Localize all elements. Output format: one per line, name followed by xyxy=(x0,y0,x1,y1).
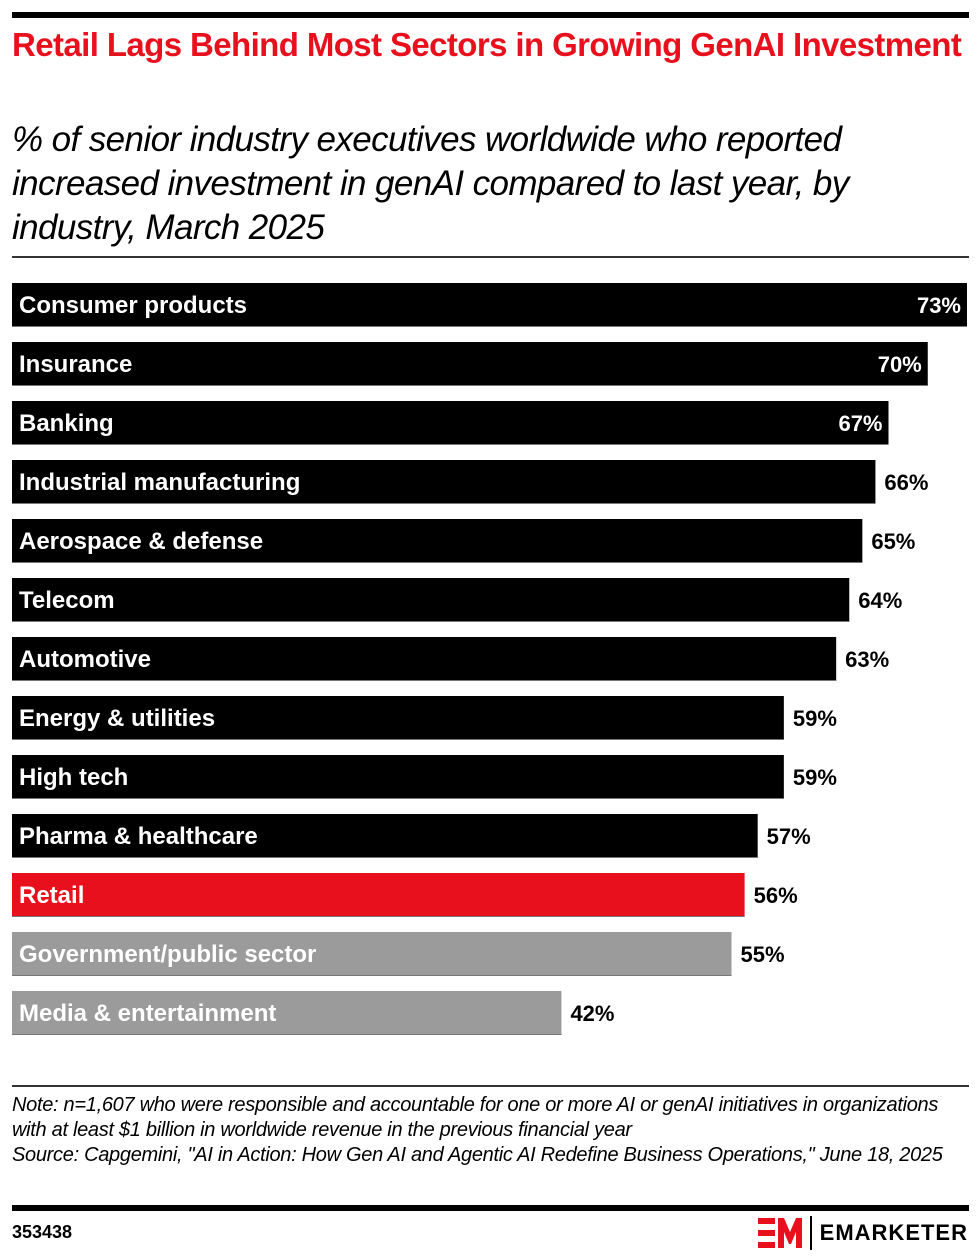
bar xyxy=(12,755,784,799)
bottom-rule xyxy=(12,1205,969,1211)
value-label: 56% xyxy=(754,883,798,908)
bar-edge xyxy=(12,562,863,563)
value-label: 59% xyxy=(793,765,837,790)
value-label: 57% xyxy=(767,824,811,849)
subtitle-rule xyxy=(12,256,969,258)
category-label: Pharma & healthcare xyxy=(19,823,258,850)
bar-edge xyxy=(12,1034,562,1035)
bar xyxy=(12,814,758,858)
bar xyxy=(12,637,837,681)
bar-chart: Consumer products 73% Insurance 70% Banking 6… xyxy=(12,283,967,1035)
top-rule xyxy=(12,12,969,18)
bar-edge xyxy=(12,444,889,445)
value-label: 59% xyxy=(793,706,837,731)
bar xyxy=(12,932,732,976)
category-label: Automotive xyxy=(19,646,151,673)
bar xyxy=(12,578,850,622)
chart-note: Note: n=1,607 who were responsible and a… xyxy=(12,1093,972,1168)
bar-group: Aerospace & defense 65% xyxy=(12,519,915,563)
bar-edge xyxy=(12,857,758,858)
value-label: 65% xyxy=(871,529,915,554)
bar-group: Energy & utilities 59% xyxy=(12,696,837,740)
bar-edge xyxy=(12,503,876,504)
bar-edge xyxy=(12,798,784,799)
category-label: Banking xyxy=(19,410,114,437)
value-label: 67% xyxy=(838,411,882,436)
bar xyxy=(12,401,889,445)
bar xyxy=(12,696,784,740)
bar-edge xyxy=(12,739,784,740)
source-text: Source: Capgemini, "AI in Action: How Ge… xyxy=(12,1144,943,1166)
bar-group: Telecom 64% xyxy=(12,578,902,622)
value-label: 70% xyxy=(878,352,922,377)
note-rule xyxy=(12,1085,969,1087)
bar-edge xyxy=(12,326,967,327)
em-logo-icon xyxy=(757,1218,802,1248)
category-label: Retail xyxy=(19,882,84,909)
value-label: 66% xyxy=(884,470,928,495)
bar xyxy=(12,283,967,327)
bar-group: High tech 59% xyxy=(12,755,837,799)
value-label: 42% xyxy=(570,1001,614,1026)
bar-group: Government/public sector 55% xyxy=(12,932,785,976)
bar xyxy=(12,460,876,504)
bar-group: Automotive 63% xyxy=(12,637,889,681)
bar xyxy=(12,342,928,386)
chart-subtitle: % of senior industry executives worldwid… xyxy=(12,120,849,247)
logo-separator xyxy=(809,1216,812,1250)
value-label: 63% xyxy=(845,647,889,672)
category-label: Government/public sector xyxy=(19,941,316,968)
category-label: Industrial manufacturing xyxy=(19,469,300,496)
category-label: Consumer products xyxy=(19,292,247,319)
category-label: Insurance xyxy=(19,351,132,378)
bar-edge xyxy=(12,916,745,917)
bar-group: Retail 56% xyxy=(12,873,798,917)
chart-id: 353438 xyxy=(12,1222,73,1242)
bar xyxy=(12,873,745,917)
bar-group: Consumer products 73% xyxy=(12,283,967,327)
category-label: Media & entertainment xyxy=(19,1000,276,1027)
brand-name: EMARKETER xyxy=(819,1220,968,1245)
bar-group: Pharma & healthcare 57% xyxy=(12,814,811,858)
category-label: High tech xyxy=(19,764,128,791)
category-label: Aerospace & defense xyxy=(19,528,263,555)
value-label: 55% xyxy=(741,942,785,967)
value-label: 73% xyxy=(917,293,961,318)
bar-group: Media & entertainment 42% xyxy=(12,991,614,1035)
bar-edge xyxy=(12,385,928,386)
category-label: Energy & utilities xyxy=(19,705,215,732)
bar-group: Industrial manufacturing 66% xyxy=(12,460,928,504)
bar-group: Banking 67% xyxy=(12,401,889,445)
bar-group: Insurance 70% xyxy=(12,342,928,386)
note-text: Note: n=1,607 who were responsible and a… xyxy=(12,1094,939,1141)
bar-edge xyxy=(12,621,850,622)
bar-edge xyxy=(12,975,732,976)
category-label: Telecom xyxy=(19,587,115,614)
chart-title: Retail Lags Behind Most Sectors in Growi… xyxy=(12,26,962,63)
emarketer-logo: EMARKETER xyxy=(757,1215,968,1251)
bar-edge xyxy=(12,680,837,681)
bar xyxy=(12,991,562,1035)
bar xyxy=(12,519,863,563)
value-label: 64% xyxy=(858,588,902,613)
